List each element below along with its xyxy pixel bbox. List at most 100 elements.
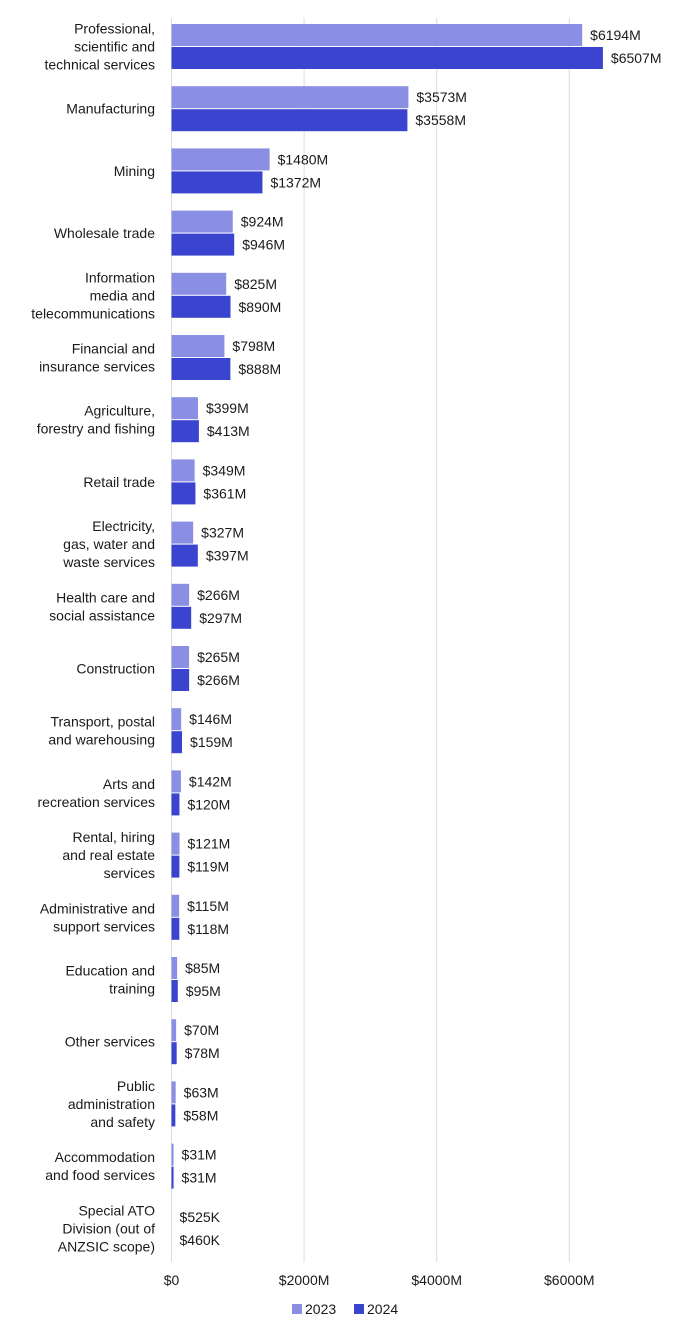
- x-tick-label: $4000M: [411, 1272, 462, 1288]
- legend-swatch-2024: [354, 1304, 364, 1314]
- bar-2024[interactable]: [172, 918, 180, 940]
- bar-2023[interactable]: [172, 24, 583, 46]
- category-label-line: Public: [117, 1078, 155, 1094]
- category-label: Manufacturing: [66, 101, 155, 117]
- category-labels: Professional, scientific and technical ser…: [31, 21, 155, 1255]
- bar-2024[interactable]: [172, 980, 178, 1002]
- category-label-line: ANZSIC scope): [58, 1238, 155, 1254]
- bar-2024[interactable]: [172, 234, 235, 256]
- data-label-2023: $399M: [206, 400, 249, 416]
- bar-2024[interactable]: [172, 1104, 176, 1126]
- bar-2023[interactable]: [172, 770, 181, 792]
- category-label: Professional, scientific and technical ser…: [45, 21, 156, 73]
- category-label-line: services: [104, 865, 155, 881]
- bar-2024[interactable]: [172, 420, 199, 442]
- legend-label-2024[interactable]: 2024: [367, 1301, 398, 1317]
- category-label-line: Accommodation: [55, 1149, 155, 1165]
- category-label-line: technical services: [45, 57, 156, 73]
- bar-2023[interactable]: [172, 1019, 177, 1041]
- data-label-2023: $349M: [203, 462, 246, 478]
- data-label-2023: $142M: [189, 773, 232, 789]
- category-label-line: Information: [85, 269, 155, 285]
- bar-2024[interactable]: [172, 1167, 174, 1189]
- data-label-2023: $525K: [180, 1209, 221, 1225]
- bar-2024[interactable]: [172, 358, 231, 380]
- x-tick-label: $6000M: [544, 1272, 595, 1288]
- bar-2024[interactable]: [172, 669, 190, 691]
- category-label-line: scientific and: [74, 39, 155, 55]
- bar-2024[interactable]: [172, 731, 183, 753]
- data-label-2024: $58M: [183, 1107, 218, 1123]
- category-label-line: Mining: [114, 163, 155, 179]
- bar-2023[interactable]: [172, 335, 225, 357]
- data-label-2023: $825M: [234, 276, 277, 292]
- category-label-line: Rental, hiring: [73, 829, 156, 845]
- bar-2024[interactable]: [172, 856, 180, 878]
- bar-2023[interactable]: [172, 148, 270, 170]
- data-label-2023: $70M: [184, 1022, 219, 1038]
- bar-2024[interactable]: [172, 793, 180, 815]
- bar-2023[interactable]: [172, 957, 178, 979]
- bar-2023[interactable]: [172, 1081, 176, 1103]
- data-label-2024: $78M: [185, 1045, 220, 1061]
- data-label-2023: $798M: [232, 338, 275, 354]
- category-label: Agriculture, forestry and fishing: [37, 403, 155, 437]
- bar-2024[interactable]: [172, 296, 231, 318]
- data-label-2023: $327M: [201, 525, 244, 541]
- category-label-line: Other services: [65, 1034, 155, 1050]
- bar-2023[interactable]: [172, 646, 190, 668]
- data-label-2023: $146M: [189, 711, 232, 727]
- bar-2024[interactable]: [172, 171, 263, 193]
- bar-2023[interactable]: [172, 522, 194, 544]
- category-label-line: Agriculture,: [84, 403, 155, 419]
- data-label-2023: $1480M: [278, 151, 329, 167]
- category-label-line: Administrative and: [40, 900, 155, 916]
- bar-2024[interactable]: [172, 482, 196, 504]
- x-axis-ticks: $0$2000M$4000M$6000M: [164, 1272, 595, 1288]
- category-label-line: Financial and: [72, 341, 155, 357]
- data-label-2024: $95M: [186, 983, 221, 999]
- data-label-2024: $460K: [180, 1232, 221, 1248]
- category-label-line: gas, water and: [63, 536, 155, 552]
- category-label-line: insurance services: [39, 359, 155, 375]
- category-label-line: media and: [90, 287, 155, 303]
- bar-2023[interactable]: [172, 584, 190, 606]
- category-label: Retail trade: [83, 474, 155, 490]
- bar-2023[interactable]: [172, 273, 227, 295]
- gridlines: [172, 18, 570, 1262]
- category-label-line: and real estate: [62, 847, 155, 863]
- bar-2024[interactable]: [172, 607, 192, 629]
- data-label-2024: $946M: [242, 237, 285, 253]
- data-label-2024: $31M: [182, 1170, 217, 1186]
- bar-2024[interactable]: [172, 47, 603, 69]
- bar-2023[interactable]: [172, 86, 409, 108]
- bar-2023[interactable]: [172, 895, 180, 917]
- category-label-line: forestry and fishing: [37, 421, 155, 437]
- category-label-line: Education and: [65, 963, 155, 979]
- category-label-line: waste services: [62, 554, 155, 570]
- legend-label-2023[interactable]: 2023: [305, 1301, 336, 1317]
- bar-2023[interactable]: [172, 211, 233, 233]
- category-label-line: Health care and: [56, 589, 155, 605]
- category-label-line: Retail trade: [83, 474, 155, 490]
- data-label-2024: $118M: [187, 921, 229, 937]
- bar-2024[interactable]: [172, 545, 198, 567]
- bar-2024[interactable]: [172, 109, 408, 131]
- bar-2024[interactable]: [172, 1042, 177, 1064]
- data-label-2024: $297M: [199, 610, 242, 626]
- bar-2023[interactable]: [172, 708, 182, 730]
- bar-2023[interactable]: [172, 459, 195, 481]
- bar-2023[interactable]: [172, 1144, 174, 1166]
- category-label-line: Professional,: [74, 21, 155, 37]
- bar-2023[interactable]: [172, 397, 198, 419]
- category-label-line: Transport, postal: [50, 714, 155, 730]
- bar-2023[interactable]: [172, 833, 180, 855]
- category-label-line: Wholesale trade: [54, 225, 155, 241]
- data-label-2024: $159M: [190, 734, 233, 750]
